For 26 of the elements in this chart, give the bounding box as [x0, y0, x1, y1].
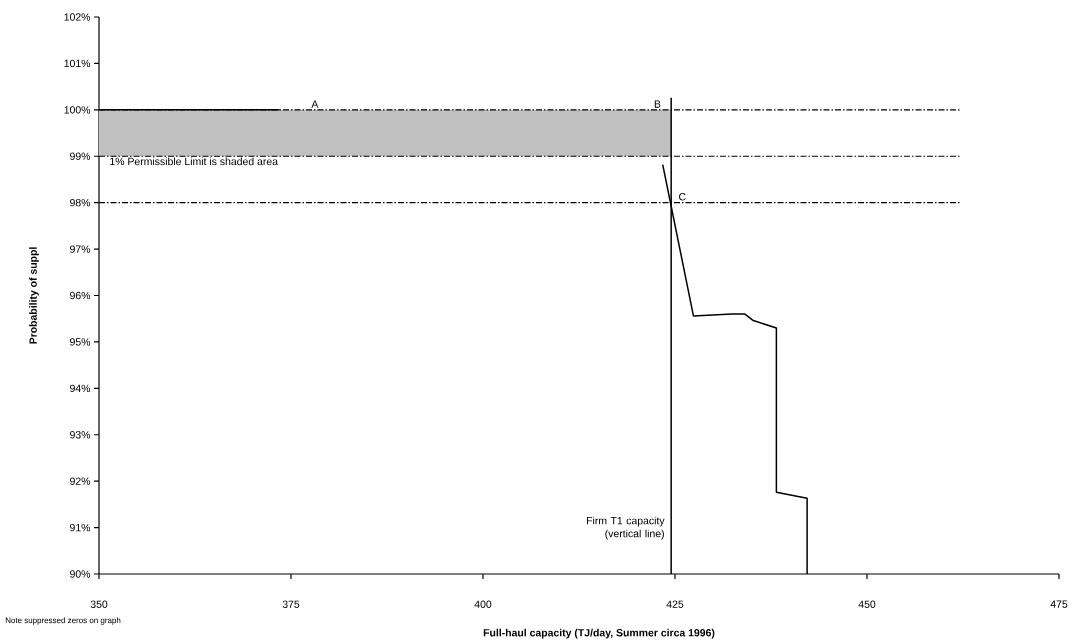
y-tick-label: 91% [70, 523, 91, 532]
x-tick-label: 475 [1050, 600, 1068, 608]
annotation: B [654, 100, 661, 108]
y-tick-label: 94% [70, 384, 91, 393]
x-axis-title: Full-haul capacity (TJ/day, Summer circa 1996) [483, 628, 715, 639]
x-tick-label: 450 [858, 600, 876, 608]
annotation: C [679, 193, 686, 201]
y-tick-label: 95% [70, 338, 91, 346]
y-axis-title: Probability of suppl [29, 247, 39, 344]
y-tick-label: 93% [70, 431, 91, 439]
y-tick-label: 98% [70, 198, 91, 207]
y-tick-label: 101% [64, 59, 91, 68]
band-label: 1% Permissible Limit is shaded area [110, 157, 278, 166]
x-tick-label: 425 [666, 600, 684, 608]
x-tick-label: 400 [474, 600, 492, 608]
y-tick-label: 90% [70, 570, 91, 578]
ref-line-label: Firm T1 capacity (vertical line) [586, 516, 665, 540]
x-tick-label: 375 [282, 600, 300, 608]
y-tick-label: 102% [64, 13, 91, 21]
y-tick-label: 92% [70, 477, 91, 485]
y-tick-label: 97% [70, 245, 91, 253]
y-tick-label: 96% [70, 291, 91, 300]
annotation: A [311, 100, 319, 108]
y-tick-label: 99% [70, 152, 91, 160]
y-tick-label: 100% [64, 106, 91, 114]
x-tick-label: 350 [90, 600, 108, 608]
